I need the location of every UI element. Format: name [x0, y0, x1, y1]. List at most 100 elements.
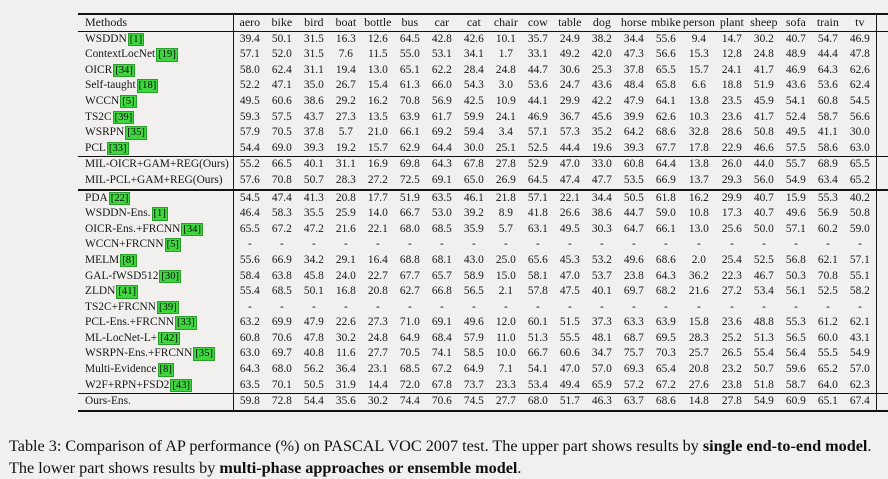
citation-link[interactable]: [34] [181, 222, 204, 237]
ap-value-cell: 64.9 [399, 331, 420, 344]
method-cell: ML-LocNet-L+ [42] [78, 330, 234, 347]
ap-value-cell: 42.6 [463, 32, 484, 45]
method-name: ML-LocNet-L+ [85, 331, 158, 344]
ap-value-cell: 50.1 [303, 285, 324, 298]
ap-value-cell: 58.0 [239, 63, 260, 76]
ap-value-cell: 24.8 [753, 48, 774, 61]
section-lower-methods: PDA [22] 54.5 47.4 41.3 20.8 17.7 51.9 63.5 46.1 2… [78, 188, 888, 394]
ap-value-cell: 23.6 [721, 110, 742, 123]
citation-link[interactable]: [1] [127, 32, 145, 47]
citation-link[interactable]: [35] [125, 126, 147, 140]
map-cell: 50.4 [875, 346, 888, 363]
ap-value-cell: 11.0 [496, 331, 516, 344]
ap-value-cell: 34.7 [591, 347, 612, 360]
ap-value-cell: 24.1 [721, 63, 742, 76]
ap-value-cell: 47.9 [623, 94, 644, 107]
citation-link[interactable]: [33] [175, 316, 197, 330]
ap-value-cell: 62.6 [655, 110, 676, 123]
ap-value-cell: 47.4 [265, 188, 298, 207]
ap-value-cell: 10.9 [495, 94, 516, 107]
citation-link[interactable]: [43] [170, 378, 193, 393]
ap-value-cell: 23.3 [495, 378, 516, 391]
citation-link[interactable]: [8] [120, 253, 137, 268]
map-cell: 51.5 [875, 172, 888, 190]
citation-link[interactable]: [30] [159, 269, 182, 283]
col-header-table: table [553, 12, 586, 32]
citation-link[interactable]: [1] [151, 207, 168, 221]
citation-link[interactable]: [35] [193, 347, 216, 361]
ap-value-cell: 60.8 [817, 94, 838, 107]
method-name: MELM [85, 253, 120, 266]
citation-link[interactable]: [5] [164, 238, 181, 252]
citation-link[interactable]: [22] [108, 191, 131, 206]
col-header-methods: Methods [78, 12, 234, 32]
ap-value-cell: 33.1 [527, 48, 548, 61]
table-row: Multi-Evidence [8] 64.3 68.0 56.2 36.4 23.1 68.… [78, 362, 888, 378]
ap-value-cell: 59.3 [239, 110, 260, 123]
table-row: ContextLocNet [19] 57.1 52.0 31.5 7.6 11.5 55.0… [78, 47, 888, 63]
method-cell: PCL [33] [78, 140, 234, 157]
col-header-tv: tv [843, 12, 877, 32]
ap-value-cell: 35.2 [591, 126, 612, 139]
ap-value-cell: 58.5 [463, 347, 484, 360]
ap-value-cell: 51.3 [753, 331, 774, 344]
ap-value-cell: 53.6 [817, 79, 838, 92]
citation-link[interactable]: [19] [156, 48, 178, 62]
citation-link[interactable]: [41] [116, 285, 139, 299]
col-header-sheep: sheep [747, 12, 780, 32]
citation-link[interactable]: [39] [112, 110, 135, 125]
ap-value-cell: 61.7 [431, 110, 452, 123]
citation-link[interactable]: [33] [106, 141, 129, 156]
citation-link[interactable]: [42] [158, 331, 180, 346]
ap-value-cell: 61.2 [817, 316, 838, 329]
map-cell: 39.5 [875, 188, 888, 207]
ap-value-cell: 59.0 [849, 222, 870, 235]
method-cell: WSDDN [1] [78, 31, 234, 48]
ap-value-cell: 69.1 [431, 316, 452, 329]
ap-value-cell: 28.3 [335, 173, 356, 186]
ap-value-cell: 23.1 [367, 363, 388, 376]
ap-value-cell: 28.6 [721, 126, 742, 139]
ap-value-cell: 68.6 [649, 393, 682, 412]
citation-link[interactable]: [8] [157, 363, 174, 377]
ap-value-cell: 21.0 [367, 126, 388, 139]
citation-link[interactable]: [34] [113, 63, 135, 78]
ap-value-cell: 9.4 [691, 32, 706, 45]
ap-value-cell: 68.1 [431, 253, 452, 266]
ap-value-cell: 31.5 [303, 32, 324, 45]
ap-value-cell: 51.8 [753, 378, 774, 391]
method-name: TS2C [85, 110, 112, 123]
ap-value-cell: 49.6 [463, 316, 484, 329]
map-cell: 52.4 [875, 377, 888, 394]
ap-value-cell: 26.9 [495, 173, 516, 186]
ap-value-cell: 58.7 [817, 110, 838, 123]
method-name: Self-taught [85, 79, 136, 92]
citation-link[interactable]: [39] [157, 300, 179, 315]
table-caption: Table 3: Comparison of AP performance (%… [9, 436, 879, 479]
ap-value-cell: 53.4 [753, 285, 774, 298]
ap-value-cell: 57.8 [527, 285, 548, 298]
ap-value-cell: - [761, 300, 766, 313]
citation-link[interactable]: [18] [136, 79, 159, 93]
ap-value-cell: - [567, 238, 572, 251]
ap-value-cell: 66.1 [399, 126, 420, 139]
ap-value-cell: 42.5 [463, 94, 484, 107]
method-name: MIL-OICR+GAM+REG(Ours) [85, 158, 229, 171]
method-cell: MIL-PCL+GAM+REG(Ours) [78, 172, 234, 190]
ap-value-cell: 72.8 [265, 393, 298, 412]
ap-value-cell: 49.5 [559, 222, 580, 235]
ap-value-cell: 70.6 [271, 331, 292, 344]
ap-value-cell: 44.0 [747, 156, 780, 173]
ap-value-cell: 28.4 [463, 63, 484, 76]
ap-value-cell: 50.1 [271, 32, 292, 45]
ap-value-cell: 47.8 [849, 48, 870, 61]
col-header-chair: chair [489, 12, 522, 32]
method-cell: WCCN+FRCNN [5] [78, 237, 234, 253]
col-header-train: train [811, 12, 844, 32]
ap-value-cell: 67.2 [271, 222, 292, 235]
ap-value-cell: 67.8 [431, 378, 452, 391]
ap-value-cell: 39.2 [463, 207, 484, 220]
method-name: WSRPN-Ens.+FRCNN [85, 347, 193, 360]
ap-value-cell: 55.2 [233, 156, 266, 173]
citation-link[interactable]: [5] [120, 94, 137, 109]
